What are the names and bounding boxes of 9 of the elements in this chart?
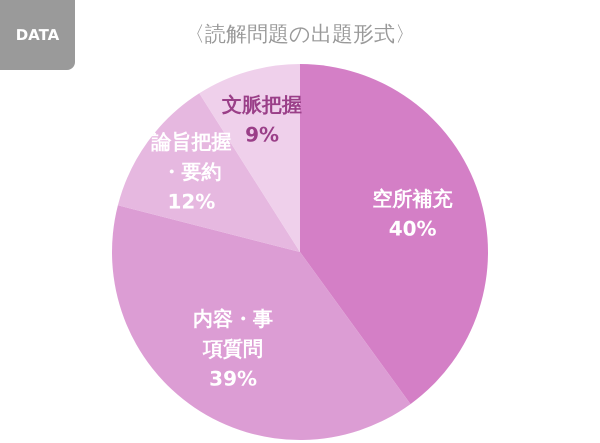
slice-label: 内容・事項質問 <box>193 306 274 361</box>
chart-title: 〈読解問題の出題形式〉 <box>184 22 416 46</box>
data-label: 39% <box>209 366 258 391</box>
data-label: 40% <box>388 216 437 241</box>
text: DATA <box>0 0 75 70</box>
slice-label: 空所補充 <box>372 186 454 211</box>
data-label: 9% <box>245 122 280 147</box>
slice-label: 論旨把握・要約 <box>150 129 232 184</box>
data-label: 12% <box>167 189 216 214</box>
